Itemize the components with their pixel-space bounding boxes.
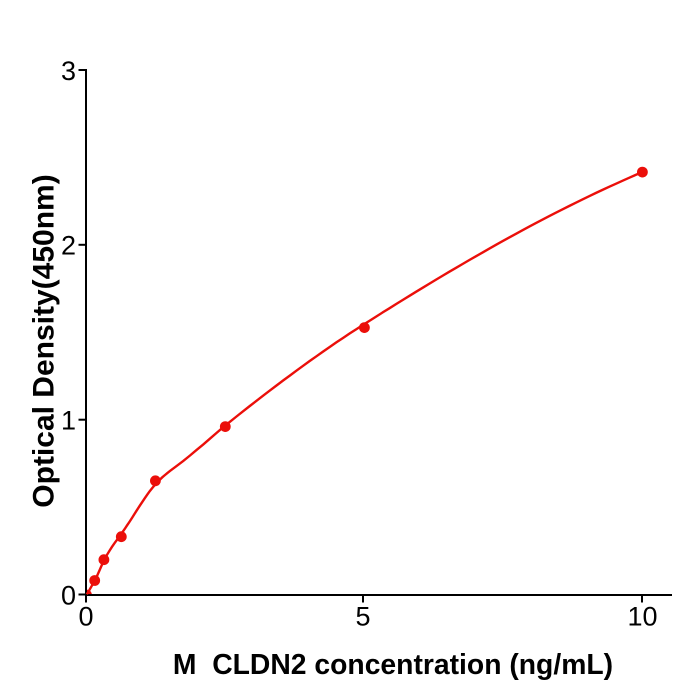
- svg-text:1: 1: [61, 406, 76, 436]
- svg-text:0: 0: [61, 580, 76, 610]
- svg-text:5: 5: [355, 601, 370, 631]
- svg-text:2: 2: [61, 231, 76, 261]
- svg-text:10: 10: [627, 601, 657, 631]
- svg-text:3: 3: [61, 56, 76, 86]
- svg-text:Optical Density(450nm): Optical Density(450nm): [28, 174, 61, 507]
- svg-text:0: 0: [78, 601, 93, 631]
- svg-text:M CLDN2 concentration (ng/mL): M CLDN2 concentration (ng/mL): [173, 648, 613, 680]
